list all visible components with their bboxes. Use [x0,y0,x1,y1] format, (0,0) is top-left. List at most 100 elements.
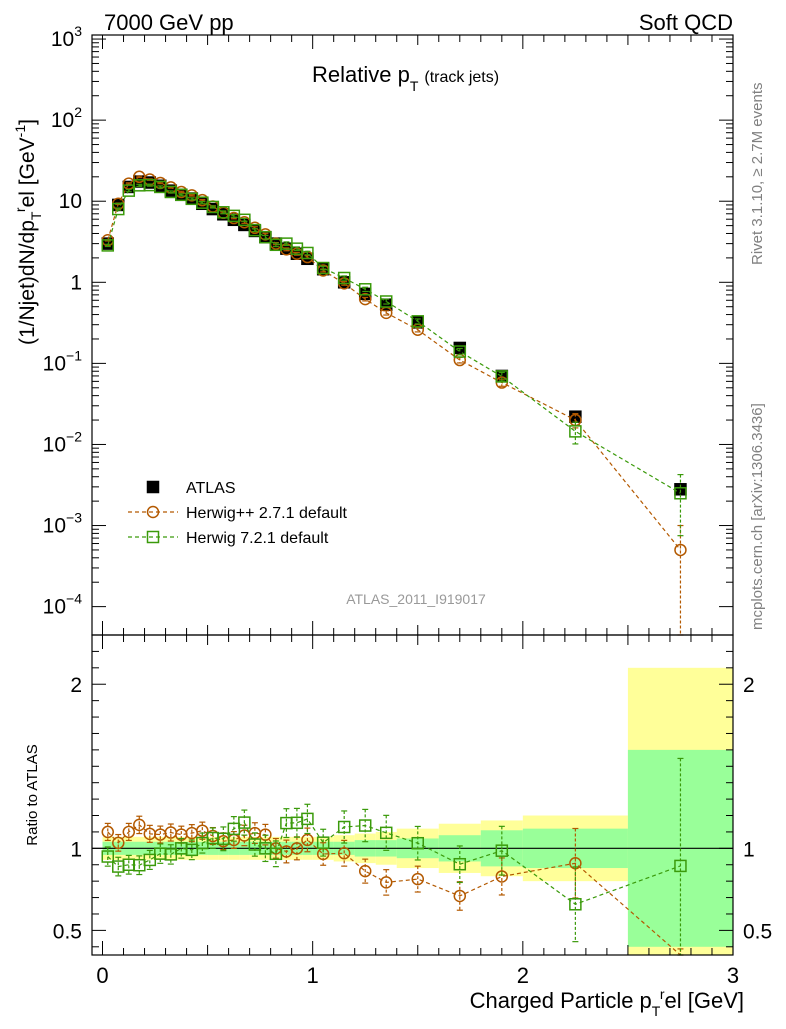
ratio-y-tick-label: 0.5 [743,920,772,943]
herwigpp-ratio-point [196,824,209,837]
ratio-y-tick-label: 2 [70,674,82,697]
y-axis-label: (1/Njet)dN/dpTrel [GeV-1] [12,119,44,345]
y-tick-base: 10 [51,28,74,51]
main-panel-content [101,170,687,636]
herwig7-ratio-point [238,816,251,829]
y-tick-label: 103 [51,23,82,51]
mcplots-label: mcplots.cern.ch [arXiv:1306.3436] [749,403,766,630]
y-tick-label: 10−4 [43,591,83,619]
herwig7-ratio-point [495,844,509,857]
y-tick-base: 10 [43,433,66,456]
energy-label: 7000 GeV pp [104,10,234,35]
analysis-id: ATLAS_2011_I919017 [346,591,486,607]
herwigpp-ratio-point [133,818,146,832]
y-tick-label: 102 [51,104,82,132]
herwigpp-ratio-point [358,864,372,878]
herwig7-point [358,283,372,296]
herwig7-ratio-point [217,832,230,846]
y-tick-exp: 3 [74,23,82,39]
y-tick-exp: 2 [74,104,82,120]
herwigpp-ratio-point [290,842,304,855]
herwig7-ratio-point [411,836,425,850]
legend-marker-herwig7 [146,530,160,544]
herwigpp-ratio-point [112,836,125,850]
x-axis-label: Charged Particle pTrel [GeV] [470,986,744,1019]
herwig7-point [337,271,351,285]
y-tick-label: 10−2 [43,428,83,456]
herwigpp-ratio-point [101,825,115,839]
herwig7-ratio-point [453,857,467,871]
herwig7-point [238,213,251,227]
herwig7-point [379,295,393,308]
x-tick-label: 1 [307,963,319,988]
chart-title-note: (track jets) [424,69,499,86]
y-tick-base: 10 [43,596,66,619]
main-x-ticks [102,35,734,635]
y-tick-base: 10 [51,109,74,132]
ratio-y-tick-label: 1 [743,838,755,861]
ratio-y-label: Ratio to ATLAS [24,744,41,845]
herwigpp-ratio-point [301,833,314,847]
herwigpp-point [358,292,372,306]
herwig7-ratio-point [337,820,351,834]
herwig7-ratio-point [227,822,241,836]
herwigpp-point [674,543,687,557]
herwigpp-ratio-point [259,828,272,841]
x-tick-label: 0 [96,963,108,988]
herwigpp-ratio-point [122,825,136,839]
herwig7-point [248,223,262,237]
herwig7-point [101,239,115,252]
ratio-y-tick-label: 0.5 [53,920,82,943]
legend-marker-atlas [146,480,160,494]
process-label: Soft QCD [639,10,733,35]
y-tick-label: 10−1 [43,347,83,375]
y-tick-label: 10−3 [43,510,83,538]
y-tick-exp: −1 [66,347,82,363]
x-tick-label: 2 [517,963,529,988]
ratio-panel-content [92,667,733,956]
herwigpp-ratio-point [411,872,425,886]
herwigpp-ratio-point [337,847,351,860]
y-tick-exp: −3 [66,510,82,526]
herwig7-ratio-point [569,898,582,911]
herwigpp-ratio-point [453,889,467,903]
y-tick-label: 1 [70,271,82,294]
legend-label: ATLAS [186,480,236,497]
herwig7-ratio-point [101,850,115,863]
herwig7-point [301,246,314,260]
legend-marker-herwigpp [146,505,160,519]
herwig7-point [453,345,467,358]
legend-label: Herwig 7.2.1 default [186,530,329,547]
y-tick-base: 10 [43,515,66,538]
legend-label: Herwig++ 2.7.1 default [186,505,348,522]
y-tick-exp: −2 [66,428,82,444]
herwig7-ratio-point [185,843,199,857]
herwig7-point [112,202,125,216]
x-tick-label: 3 [727,963,739,988]
herwig7-ratio-point [143,853,157,867]
herwig7-point [495,370,509,383]
herwigpp-ratio-point [495,870,509,883]
herwig7-point [674,487,687,500]
herwig7-point [569,425,582,438]
herwig7-ratio-point [269,847,283,861]
ratio-y-axis: 2 2 1 1 0.5 0.5 [53,650,772,948]
herwig7-ratio-point [301,812,314,826]
y-tick-exp: −4 [66,591,82,607]
ratio-x-axis: 0 1 2 3 [96,635,739,988]
herwigpp-ratio-point [379,876,393,889]
herwig7-line [107,184,681,494]
herwig7-point [259,230,272,244]
y-tick-label: 10 [59,190,82,213]
herwig7-ratio-point [316,836,330,849]
herwig7-ratio-point [674,859,687,873]
herwig7-ratio-point [358,819,372,832]
chart-title-sub: T [410,78,419,94]
ratio-y-tick-label: 2 [743,674,755,697]
herwigpp-ratio-line [107,824,681,956]
y-tick-base: 10 [43,352,66,375]
chart-title: Relative pT (track jets) [312,62,499,94]
ratio-y-tick-label: 1 [70,838,82,861]
